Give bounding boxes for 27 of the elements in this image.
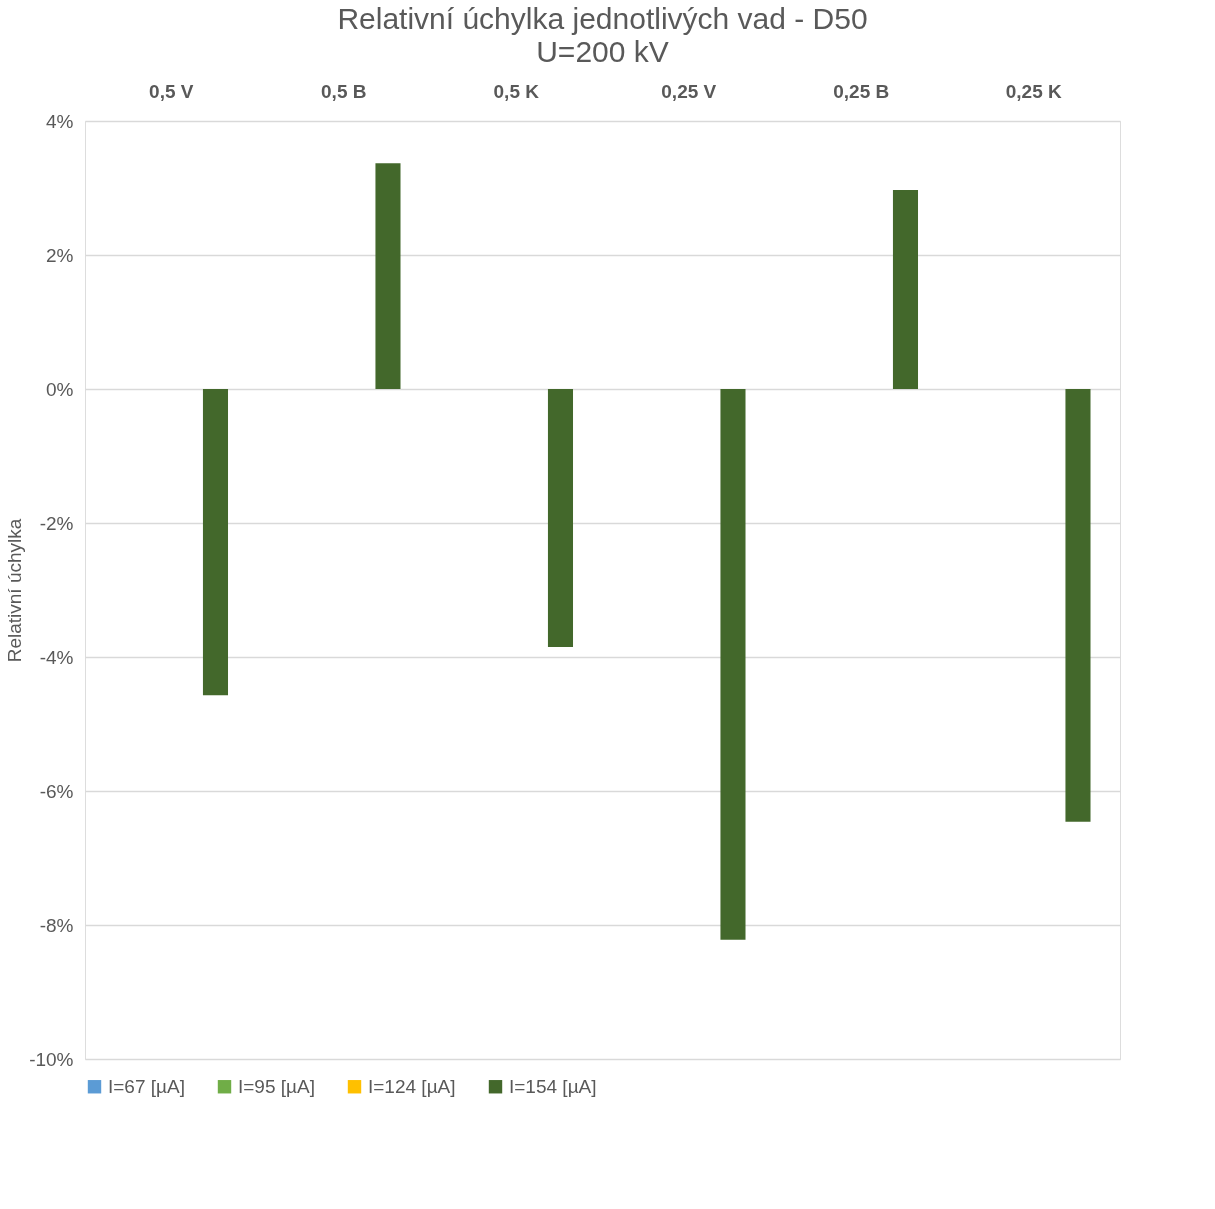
legend-label: I=124 [µA]	[368, 1075, 456, 1097]
bar	[892, 190, 919, 389]
y-tick-label: 2%	[46, 244, 74, 266]
y-tick-label: -4%	[39, 646, 74, 668]
bar	[375, 163, 401, 389]
chart-title: Relativní úchylka jednotlivých vad - D50	[337, 2, 868, 35]
legend-label: I=154 [µA]	[509, 1075, 597, 1097]
bar	[720, 389, 746, 940]
x-tick-label: 0,25 B	[833, 80, 890, 102]
x-tick-label: 0,5 K	[493, 80, 540, 102]
y-tick-label: -10%	[29, 1048, 74, 1070]
y-tick-label: -8%	[39, 914, 74, 936]
legend-label: I=67 [µA]	[108, 1075, 185, 1097]
x-tick-label: 0,5 B	[321, 80, 367, 102]
x-tick-label: 0,25 V	[661, 80, 717, 102]
legend-label: I=95 [µA]	[238, 1075, 315, 1097]
x-tick-label: 0,5 V	[149, 80, 194, 102]
y-tick-label: -6%	[39, 780, 74, 802]
bar	[202, 389, 229, 696]
y-tick-label: -2%	[39, 512, 74, 534]
bar	[1065, 389, 1091, 822]
x-tick-label: 0,25 K	[1005, 80, 1063, 102]
y-tick-label: 0%	[46, 378, 74, 400]
y-axis-title: Relativní úchylka	[4, 518, 26, 663]
y-tick-label: 4%	[46, 110, 74, 132]
bar	[547, 389, 574, 647]
chart-subtitle: U=200 kV	[536, 35, 669, 68]
